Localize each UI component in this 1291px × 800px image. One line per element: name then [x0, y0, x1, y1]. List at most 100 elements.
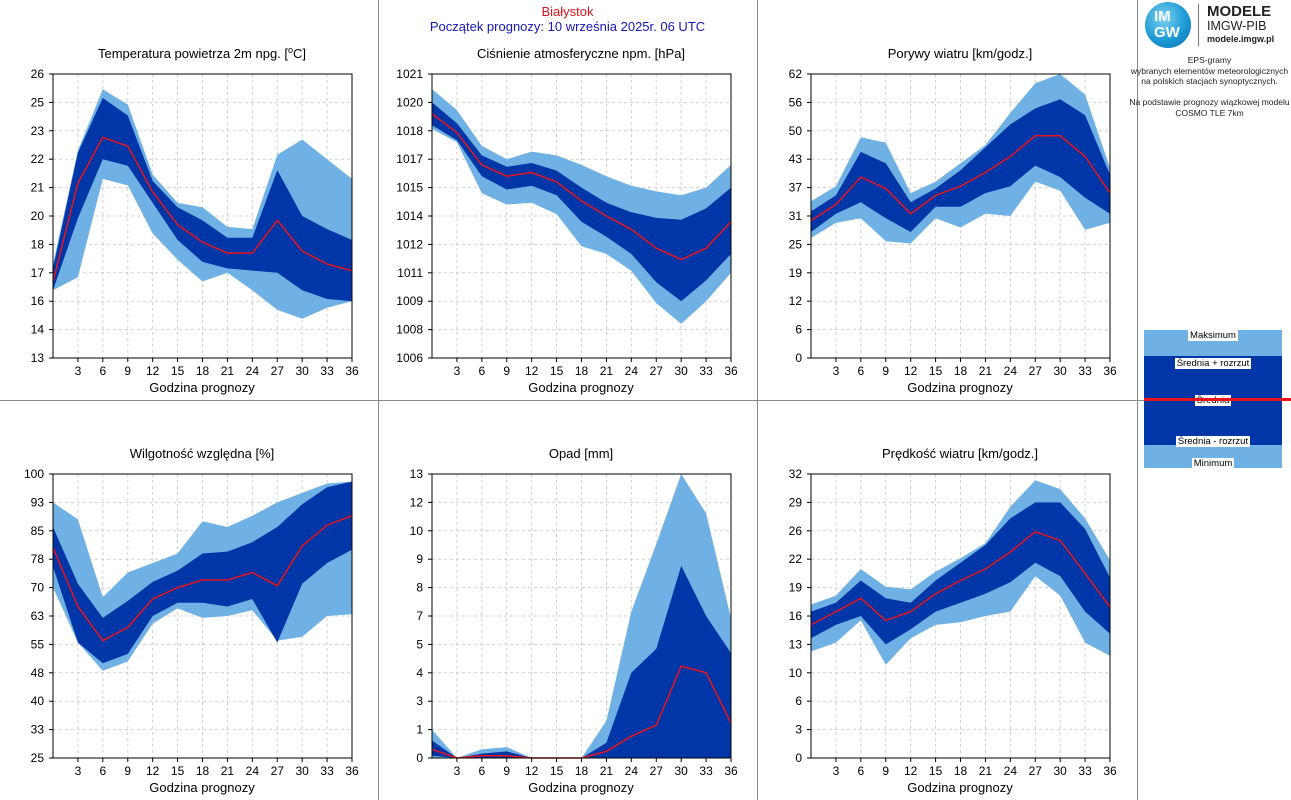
x-tick-label: 3	[833, 364, 840, 378]
logo-mark-bottom: GW	[1154, 24, 1180, 41]
x-tick-label: 9	[124, 764, 131, 778]
legend-mean-line	[1144, 398, 1291, 401]
description-line: wybranych elementów meteorologicznych	[1130, 65, 1289, 76]
y-tick-label: 1012	[396, 237, 423, 251]
y-tick-label: 13	[789, 637, 803, 651]
logo-title: MODELE	[1207, 3, 1272, 20]
y-tick-label: 63	[31, 609, 45, 623]
x-tick-label: 27	[1029, 364, 1043, 378]
y-tick-label: 1009	[396, 294, 423, 308]
chart-precipitation: 3 6 9 12 15 18 21 24 27 30 33 3613121098754310Godzi…	[410, 446, 738, 795]
chart-wind-gusts: 3 6 9 12 15 18 21 24 27 30 33 366256504337312519126…	[789, 46, 1117, 395]
x-tick-label: 33	[699, 764, 713, 778]
imgw-logo: IM GW MODELE IMGW-PIB modele.imgw.pl	[1141, 0, 1291, 50]
spread-band	[53, 98, 352, 302]
y-tick-label: 55	[31, 637, 45, 651]
x-tick-label: 3	[75, 364, 82, 378]
y-tick-label: 21	[31, 181, 45, 195]
x-tick-label: 15	[171, 364, 185, 378]
x-tick-label: 36	[724, 764, 738, 778]
chart-temperature: 3 6 9 12 15 18 21 24 27 30 33 362625232221201817161…	[31, 45, 359, 395]
x-tick-label: 18	[196, 764, 210, 778]
y-tick-label: 25	[31, 95, 45, 109]
x-tick-label: 27	[1029, 764, 1043, 778]
x-tick-label: 18	[196, 364, 210, 378]
legend-min: Minimum	[1191, 458, 1235, 469]
x-tick-label: 36	[345, 764, 359, 778]
eps-charts: 3 6 9 12 15 18 21 24 27 30 33 362625232221201817161…	[24, 45, 1117, 795]
x-tick-label: 33	[699, 364, 713, 378]
y-tick-label: 43	[789, 152, 803, 166]
station-name: Białystok	[541, 4, 594, 19]
chart-title: Opad [mm]	[549, 446, 613, 461]
forecast-start: Początek prognozy: 10 września 2025r. 06…	[429, 19, 706, 34]
chart-wind-speed: 3 6 9 12 15 18 21 24 27 30 33 363229262219161310630…	[789, 446, 1117, 795]
y-tick-label: 29	[789, 495, 803, 509]
x-tick-label: 33	[320, 364, 334, 378]
y-tick-label: 0	[795, 751, 802, 765]
x-tick-label: 12	[904, 364, 918, 378]
x-tick-label: 24	[625, 764, 639, 778]
y-tick-label: 16	[31, 294, 45, 308]
x-tick-label: 18	[954, 764, 968, 778]
x-axis-label: Godzina prognozy	[528, 380, 634, 395]
y-tick-label: 78	[31, 552, 45, 566]
x-tick-label: 6	[478, 364, 485, 378]
y-tick-label: 10	[410, 524, 424, 538]
x-tick-label: 6	[99, 364, 106, 378]
x-tick-label: 33	[1078, 364, 1092, 378]
y-tick-label: 7	[416, 609, 423, 623]
x-tick-label: 6	[478, 764, 485, 778]
y-tick-label: 1017	[396, 152, 423, 166]
x-tick-label: 27	[271, 364, 285, 378]
y-tick-label: 56	[789, 95, 803, 109]
mean-line	[52, 136, 353, 282]
x-tick-label: 21	[600, 764, 614, 778]
x-tick-label: 30	[674, 764, 688, 778]
spread-band	[432, 565, 731, 758]
y-tick-label: 5	[416, 637, 423, 651]
x-axis-label: Godzina prognozy	[149, 380, 255, 395]
logo-subtitle: IMGW-PIB	[1207, 19, 1267, 33]
x-tick-label: 21	[979, 764, 993, 778]
y-tick-label: 10	[789, 666, 803, 680]
y-tick-label: 6	[795, 694, 802, 708]
x-tick-label: 30	[1053, 764, 1067, 778]
description-line	[1128, 87, 1291, 98]
logo-mark-top: IM	[1154, 8, 1171, 25]
x-tick-label: 30	[1053, 364, 1067, 378]
x-tick-label: 33	[320, 764, 334, 778]
spread-band	[811, 99, 1110, 232]
x-tick-label: 24	[1004, 764, 1018, 778]
y-tick-label: 40	[31, 694, 45, 708]
chart-humidity: 3 6 9 12 15 18 21 24 27 30 33 361009385787063554840…	[24, 446, 359, 795]
x-tick-label: 21	[221, 364, 235, 378]
y-tick-label: 9	[416, 552, 423, 566]
description-line: COSMO TLE 7km	[1175, 107, 1244, 118]
y-tick-label: 6	[795, 323, 802, 337]
x-tick-label: 9	[124, 364, 131, 378]
x-tick-label: 30	[295, 364, 309, 378]
x-tick-label: 15	[550, 764, 564, 778]
x-tick-label: 3	[454, 364, 461, 378]
description-line: na polskich stacjach synoptycznych.	[1141, 76, 1278, 86]
y-tick-label: 32	[789, 467, 803, 481]
x-tick-label: 15	[171, 764, 185, 778]
y-tick-label: 31	[789, 209, 803, 223]
description-line: Na podstawie prognozy wiązkowej modelu	[1129, 97, 1290, 107]
x-tick-label: 33	[1078, 764, 1092, 778]
y-tick-label: 33	[31, 723, 45, 737]
y-tick-label: 19	[789, 581, 803, 595]
spread-band	[53, 481, 352, 664]
x-axis-label: Godzina prognozy	[528, 780, 634, 795]
chart-title: Porywy wiatru [km/godz.]	[888, 46, 1033, 61]
panel-divider	[0, 400, 1291, 401]
x-tick-label: 15	[929, 364, 943, 378]
y-tick-label: 14	[31, 323, 45, 337]
y-tick-label: 3	[795, 723, 802, 737]
x-tick-label: 18	[575, 764, 589, 778]
logo-url: modele.imgw.pl	[1207, 34, 1275, 44]
y-tick-label: 12	[410, 495, 424, 509]
imgw-logo-mark: IM GW	[1145, 2, 1191, 48]
x-tick-label: 9	[882, 764, 889, 778]
